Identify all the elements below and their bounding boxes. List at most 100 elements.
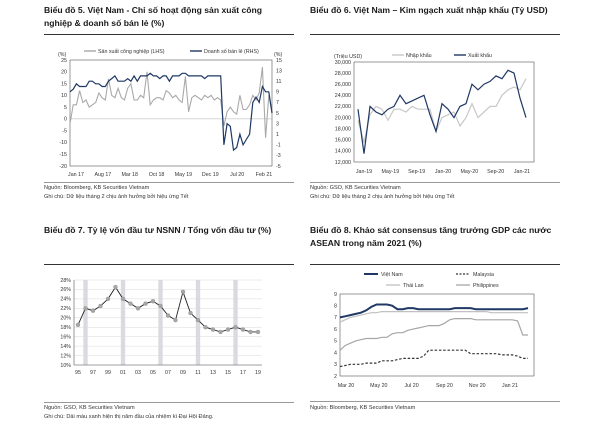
c5-x-tick-label: May 19: [175, 172, 192, 178]
c6-left-unit: (Triệu USD): [334, 54, 362, 60]
c8-series-philippines: [339, 311, 528, 323]
c7-x-tick-label: 99: [105, 370, 111, 376]
c8-x-tick-label: Sep 20: [436, 383, 453, 389]
c6-series-import: [357, 78, 527, 143]
c8-y-tick-label: 6: [334, 327, 337, 333]
c5-y2-tick-label: 9: [276, 90, 279, 96]
c7-term-band: [158, 280, 163, 365]
c7-y-tick-label: 24%: [60, 297, 71, 303]
c6-series-export: [357, 69, 527, 154]
c5-x-tick-label: Dec 19: [202, 172, 219, 178]
c5-y-tick-label: -10: [59, 140, 67, 146]
c8-x-tick-label: Jan 21: [502, 383, 518, 389]
c7-data-point: [113, 284, 118, 290]
chart-6-title: Biểu đồ 6. Việt Nam – Kim ngạch xuất nhậ…: [310, 5, 548, 15]
c7-y-tick-label: 28%: [60, 278, 71, 284]
c5-series-retail: [69, 72, 273, 152]
c5-y-tick-label: -20: [59, 164, 67, 170]
c8-series-malaysia: [339, 318, 528, 351]
c5-y2-tick-label: 3: [276, 121, 279, 127]
c5-legend-label-retail: Doanh số bán lẻ (RHS): [204, 49, 259, 55]
c5-y-tick-label: 25: [61, 58, 67, 64]
c7-y-tick-label: 20%: [60, 316, 71, 322]
c7-data-point: [150, 299, 156, 304]
c7-data-point: [105, 296, 111, 302]
c8-y-tick-label: 7: [334, 315, 337, 321]
c5-y-tick-label: 20: [61, 70, 67, 76]
c6-y-tick-label: 22,000: [335, 104, 351, 110]
c7-x-tick-label: 15: [225, 370, 231, 376]
c8-legend-label-thailand: Malaysia: [473, 272, 494, 278]
c6-y-tick-label: 12,000: [335, 160, 351, 166]
c6-y-tick-label: 14,000: [335, 149, 351, 155]
c5-y2-tick-label: 13: [276, 68, 282, 74]
c7-data-point: [255, 329, 261, 335]
chart-6-note: Ghi chú: Dữ liệu tháng 2 chịu ảnh hưởng …: [310, 194, 455, 200]
c5-y2-tick-label: -5: [276, 164, 281, 170]
c7-x-tick-label: 07: [165, 370, 171, 376]
c8-y-tick-label: 2: [334, 374, 337, 380]
chart-5-title: Biểu đồ 5. Việt Nam - Chỉ số hoạt động s…: [44, 5, 263, 28]
c8-x-tick-label: May 20: [370, 383, 387, 389]
c7-data-point: [195, 317, 201, 323]
chart-7-title-rule: [44, 264, 294, 265]
chart-7-title: Biểu đồ 7. Tỷ lệ vốn đầu tư NSNN / Tổng …: [44, 225, 272, 235]
c5-y-tick-label: 15: [61, 81, 67, 87]
c6-legend-label-import: Nhập khẩu: [406, 52, 432, 59]
c5-y-tick-label: -15: [59, 152, 67, 158]
c7-data-point: [120, 296, 126, 302]
c5-x-tick-label: Feb 21: [256, 172, 273, 178]
c5-x-tick-label: Aug 17: [94, 172, 111, 178]
c6-legend-label-export: Xuất khẩu: [468, 52, 492, 59]
c5-left-unit: (%): [58, 52, 66, 58]
c5-x-tick-label: Jul 20: [230, 172, 244, 178]
c7-data-point: [218, 329, 223, 335]
c7-data-point: [248, 329, 253, 335]
c6-x-tick-label: Sep-19: [408, 169, 425, 175]
c5-y2-tick-label: 7: [276, 100, 279, 106]
c8-legend-label-vietnam: Việt Nam: [381, 272, 403, 278]
c7-y-tick-label: 22%: [60, 306, 71, 312]
c7-data-point: [203, 325, 208, 330]
chart-6-plot: 30,000 28,000 26,000 24,000 22,000 20,000 18,0…: [334, 52, 535, 175]
c7-x-tick-label: 05: [150, 370, 156, 376]
c6-y-tick-label: 24,000: [335, 93, 351, 99]
chart-5-bottom-rule: [44, 182, 294, 183]
c6-y-tick-label: 26,000: [335, 82, 351, 88]
chart-6-bottom-rule: [310, 182, 560, 183]
c8-x-tick-label: Mar 20: [338, 383, 355, 389]
c7-y-tick-label: 26%: [60, 287, 71, 293]
chart-7-source: Nguồn: GSO, KB Securities Vietnam: [44, 405, 135, 411]
c5-right-unit: (%): [274, 52, 282, 58]
c8-x-tick-label: Jul 20: [405, 383, 419, 389]
c6-x-tick-label: Jan-19: [356, 169, 372, 175]
c8-legend-label-philippines: Thái Lan: [403, 283, 424, 289]
c6-plot-frame: [353, 61, 535, 163]
c8-plot-frame: [339, 293, 535, 377]
c5-y-tick-label: -5: [62, 128, 67, 134]
c6-y-tick-label: 28,000: [335, 71, 351, 77]
c7-data-point: [165, 313, 171, 318]
c6-x-tick-label: Jan-20: [435, 169, 451, 175]
c5-y2-tick-label: 1: [276, 132, 279, 138]
c7-x-tick-label: 03: [135, 370, 141, 376]
c5-legend-label-industry: Sản xuất công nghiệp (LHS): [98, 49, 165, 55]
c6-y-tick-label: 30,000: [335, 60, 351, 66]
c7-data-point: [83, 306, 88, 311]
c7-x-tick-label: 13: [210, 370, 216, 376]
c7-x-tick-label: 17: [240, 370, 246, 376]
c8-legend-label-malaysia: Philippines: [473, 283, 499, 289]
c8-y-tick-label: 4: [334, 350, 337, 356]
c6-y-tick-label: 20,000: [335, 115, 351, 121]
c5-plot-frame: [69, 59, 273, 167]
c7-data-point: [143, 301, 148, 306]
c5-x-tick-label: Jan 17: [68, 172, 84, 178]
c8-series-việt-nam: [339, 303, 529, 319]
c5-x-tick-label: Mar 18: [121, 172, 138, 178]
chart-8-title-rule: [310, 264, 560, 265]
c7-data-point: [128, 301, 133, 306]
c5-series-industry: [69, 67, 273, 138]
c7-data-point: [240, 327, 246, 332]
c8-y-tick-label: 9: [334, 292, 337, 298]
